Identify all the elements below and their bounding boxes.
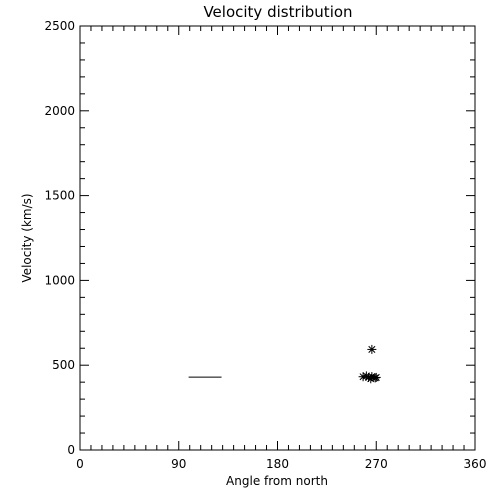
x-tick-label: 360: [464, 457, 487, 471]
y-axis: 0 500 1000 1500 2000 2500: [44, 19, 475, 457]
x-axis-label: Angle from north: [226, 474, 328, 488]
y-tick-label: 1000: [44, 273, 75, 287]
y-axis-label: Velocity (km/s): [20, 193, 34, 282]
data-marks: [188, 344, 381, 384]
plot-frame: [79, 25, 476, 451]
data-point: [367, 344, 377, 354]
x-tick-label: 270: [365, 457, 388, 471]
x-axis: 0 90 180 270 360: [76, 26, 486, 471]
x-tick-label: 0: [76, 457, 84, 471]
x-tick-label: 90: [171, 457, 186, 471]
chart-title: Velocity distribution: [203, 3, 352, 21]
x-tick-label: 180: [266, 457, 289, 471]
y-tick-label: 0: [67, 443, 75, 457]
y-tick-label: 1500: [44, 189, 75, 203]
y-tick-label: 500: [52, 358, 75, 372]
y-tick-label: 2000: [44, 104, 75, 118]
y-tick-label: 2500: [44, 19, 75, 33]
data-point: [371, 372, 381, 382]
